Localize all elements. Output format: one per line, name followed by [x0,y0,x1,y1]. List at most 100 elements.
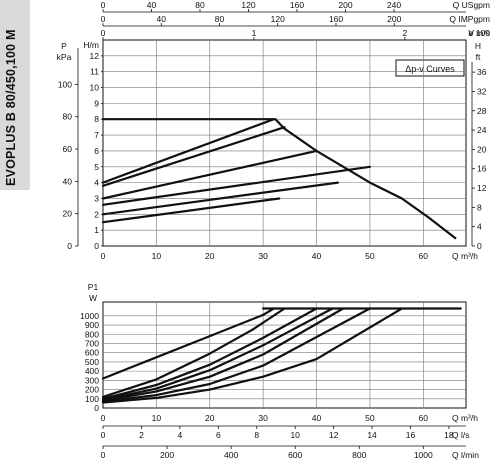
bottom-axis-tick-label: 4 [178,430,183,440]
power-tick-label: 100 [85,394,99,404]
h-m-tick-label: 8 [94,114,99,124]
head-curve-4 [101,149,318,200]
power-tick-label: 800 [85,329,99,339]
bottom-axis-tick-label: 18 [444,430,454,440]
power-tick-label: 500 [85,357,99,367]
ft-tick-label: 8 [477,202,482,212]
power-q-tick-label: 50 [365,413,375,423]
head-curve-2 [101,181,339,216]
bottom-axis-tick-label: 8 [254,430,259,440]
bottom-axis-tick-label: 200 [160,450,174,460]
head-q-tick-label: 30 [258,251,268,261]
power-q-tick-label: 20 [205,413,215,423]
power-q-tick-label: 40 [312,413,322,423]
h-m-tick-label: 0 [94,241,99,251]
power-curve-1 [101,307,275,380]
bottom-axis-title: Q l/s [452,430,469,440]
head-curve-7 [101,118,457,240]
head-curve-6 [101,118,275,184]
head-q-tick-label: 40 [312,251,322,261]
kpa-tick-label: 60 [63,144,73,154]
top-axis-title: Q USgpm [453,0,490,10]
kpa-axis-title-unit: kPa [57,52,72,62]
ft-tick-label: 12 [477,183,487,193]
bottom-axis-tick-label: 0 [101,450,106,460]
bottom-axis-tick-label: 0 [101,430,106,440]
power-curve-7 [101,307,403,404]
h-m-tick-label: 12 [90,51,100,61]
top-axis-tick-label: 120 [241,0,255,10]
head-q-tick-label: 60 [419,251,429,261]
top-axis-tick-label: 0 [101,14,106,24]
top-axis-tick-label: 40 [157,14,167,24]
power-tick-label: 900 [85,320,99,330]
top-axis-tick-label: 120 [271,14,285,24]
bottom-axis-tick-label: 800 [352,450,366,460]
power-tick-label: 300 [85,375,99,385]
bottom-axis-tick-label: 400 [224,450,238,460]
power-axis-title-unit: W [89,293,97,303]
ft-tick-label: 28 [477,106,487,116]
curves-legend-label: Δp-v Curves [405,64,455,74]
power-axis-title-p1: P1 [88,282,99,292]
power-tick-label: 200 [85,385,99,395]
bottom-axis-tick-label: 600 [288,450,302,460]
top-axis-tick-label: 200 [338,0,352,10]
head-curve-5 [101,126,286,187]
head-q-tick-label: 20 [205,251,215,261]
head-q-axis-title: Q m³/h [452,251,478,261]
top-axis-tick-label: 2 [402,28,407,38]
head-q-tick-label: 0 [101,251,106,261]
power-q-axis-title: Q m³/h [452,413,478,423]
bottom-axis-tick-label: 10 [290,430,300,440]
ft-tick-label: 32 [477,86,487,96]
power-curve-4 [101,307,334,401]
bottom-axis-tick-label: 16 [406,430,416,440]
power-plot-frame [102,301,467,409]
power-q-tick-label: 60 [419,413,429,423]
power-tick-label: 1000 [80,311,99,321]
power-tick-label: 0 [94,403,99,413]
h-m-tick-label: 11 [90,67,99,77]
head-curve-1 [101,197,281,224]
h-m-tick-label: 5 [94,162,99,172]
curves-legend-box [395,59,465,77]
bottom-axis-tick-label: 14 [367,430,377,440]
power-tick-label: 600 [85,348,99,358]
bottom-axis-tick-label: 1000 [414,450,433,460]
velocity-diameter-label: ø 100 [468,28,490,38]
power-tick-label: 400 [85,366,99,376]
h-m-tick-label: 1 [94,225,99,235]
top-axis-title: Q IMPgpm [449,14,490,24]
head-curve-3 [101,165,371,206]
ft-tick-label: 24 [477,125,487,135]
power-q-tick-label: 10 [152,413,162,423]
power-tick-label: 700 [85,338,99,348]
h-m-tick-label: 7 [94,130,99,140]
top-axis-tick-label: 40 [147,0,157,10]
top-axis-tick-label: 0 [101,0,106,10]
top-axis-tick-label: 240 [387,0,401,10]
power-curve-2 [101,307,286,398]
ft-tick-label: 16 [477,164,487,174]
ft-tick-label: 36 [477,67,487,77]
top-axis-title: V m/s [468,28,490,38]
top-axis-tick-label: 200 [387,14,401,24]
h-m-tick-label: 6 [94,146,99,156]
h-m-tick-label: 10 [90,83,100,93]
bottom-axis-tick-label: 6 [216,430,221,440]
kpa-tick-label: 0 [67,241,72,251]
head-q-tick-label: 10 [152,251,162,261]
ft-axis-title-h: H [475,41,481,51]
top-axis-tick-label: 160 [290,0,304,10]
head-q-tick-label: 50 [365,251,375,261]
ft-tick-label: 4 [477,222,482,232]
top-axis-tick-label: 0 [101,28,106,38]
kpa-axis-title-p: P [61,41,67,51]
ft-tick-label: 0 [477,241,482,251]
power-q-tick-label: 30 [258,413,268,423]
h-m-tick-label: 9 [94,98,99,108]
bottom-axis-title: Q l/min [452,450,479,460]
kpa-tick-label: 80 [63,112,73,122]
